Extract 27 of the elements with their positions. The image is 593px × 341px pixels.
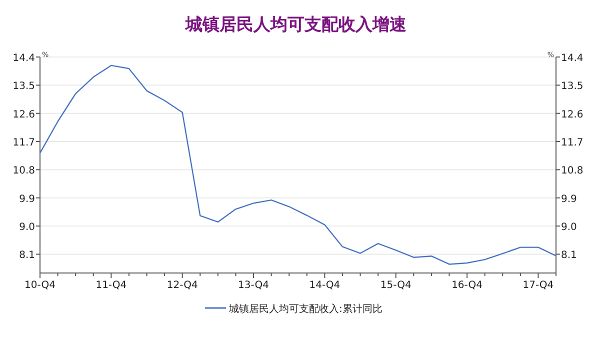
chart-title: 城镇居民人均可支配收入增速 <box>184 15 406 35</box>
y2-tick-label: 8.1 <box>561 250 577 262</box>
y2-tick-label: 14.4 <box>561 53 584 64</box>
y-tick-label: 9.0 <box>19 222 35 234</box>
x-tick-label: 13-Q4 <box>238 280 269 291</box>
y2-tick-label: 10.8 <box>561 166 584 177</box>
y2-tick-label: 12.6 <box>561 109 584 120</box>
y-tick-label: 10.8 <box>12 166 35 177</box>
x-tick-label: 16-Q4 <box>452 280 483 291</box>
y-tick-label: 13.5 <box>12 81 35 92</box>
y-tick-label: 12.6 <box>12 109 35 120</box>
x-tick-label: 15-Q4 <box>380 280 412 291</box>
y-tick-label: 14.4 <box>12 53 35 64</box>
y-tick-label: 8.1 <box>19 250 35 262</box>
legend-label: 城镇居民人均可支配收入:累计同比 <box>228 303 382 315</box>
x-tick-label: 12-Q4 <box>166 280 198 291</box>
y2-tick-label: 9.0 <box>561 222 577 234</box>
y2-tick-label: 9.9 <box>561 194 577 205</box>
y2-tick-label: 11.7 <box>561 138 584 149</box>
x-tick-label: 14-Q4 <box>309 280 340 291</box>
y-tick-label: 9.9 <box>19 194 35 205</box>
x-tick-label: 11-Q4 <box>96 280 127 291</box>
y-tick-label: 11.7 <box>12 138 35 149</box>
x-tick-label: 10-Q4 <box>24 280 56 291</box>
line-series <box>39 64 557 265</box>
y2-tick-label: 13.5 <box>561 81 584 92</box>
x-tick-label: 17-Q4 <box>522 280 554 291</box>
